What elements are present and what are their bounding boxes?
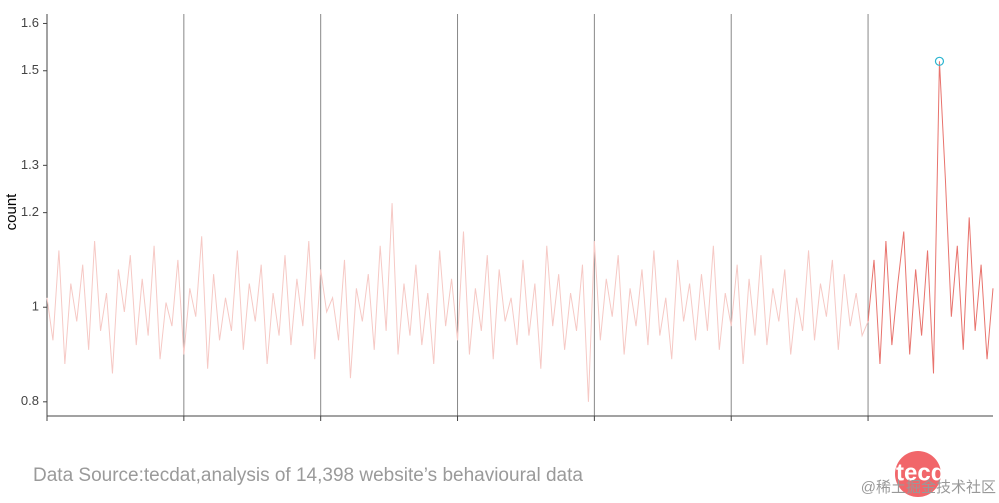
y-tick-label: 1 xyxy=(32,299,39,314)
series-line xyxy=(867,61,994,374)
y-tick-label: 1.5 xyxy=(21,62,39,77)
y-tick-label: 0.8 xyxy=(21,393,39,408)
y-tick-label: 1.3 xyxy=(21,157,39,172)
y-tick-label: 1.6 xyxy=(21,15,39,30)
peak-marker xyxy=(934,56,945,66)
logo: tecdat xyxy=(896,459,967,486)
y-axis-label: count xyxy=(3,193,20,231)
watermark: @稀土掘金技术社区 xyxy=(861,479,996,496)
series-line xyxy=(46,203,869,402)
y-tick-label: 1.2 xyxy=(21,204,39,219)
logo-badge xyxy=(895,451,941,497)
source-note: Data Source:tecdat,analysis of 14,398 we… xyxy=(33,465,583,486)
